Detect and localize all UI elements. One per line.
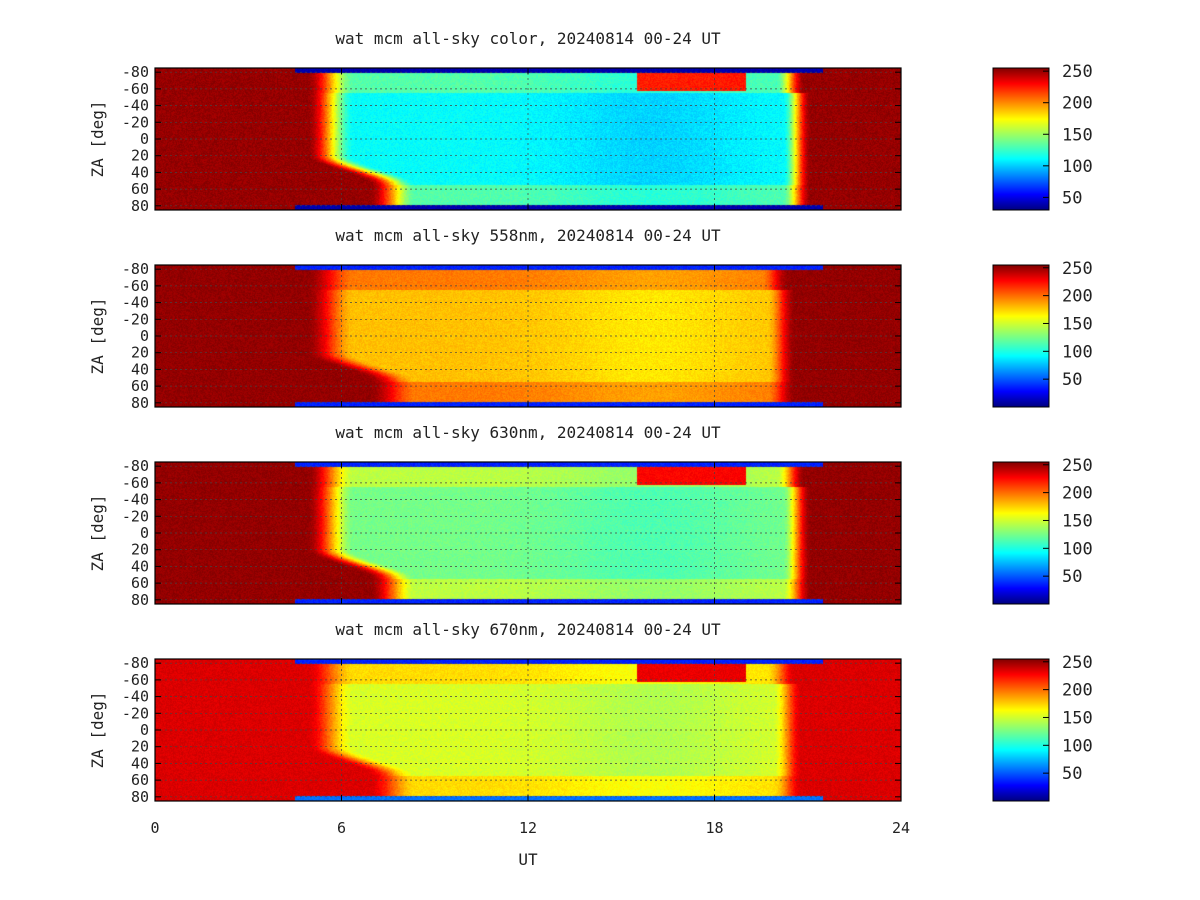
y-tick-label: 0 xyxy=(140,721,149,739)
colorbar-tick-label: 200 xyxy=(1062,484,1093,504)
colorbar-tick-label: 250 xyxy=(1062,259,1093,279)
panel-3-gridlines xyxy=(155,462,901,604)
y-tick-label: -60 xyxy=(122,671,149,689)
y-tick-label: -20 xyxy=(122,310,149,328)
y-tick-label: -20 xyxy=(122,704,149,722)
y-tick-label: 40 xyxy=(131,360,149,378)
x-tick-label: 6 xyxy=(337,819,346,837)
panel-2: wat mcm all-sky 558nm, 20240814 00-24 UT… xyxy=(88,226,1093,412)
panel-3-colorbar-ticks: 50 100 150 200 250 xyxy=(1043,456,1093,587)
panel-4-gridlines xyxy=(155,659,901,801)
y-tick-label: -60 xyxy=(122,277,149,295)
x-tick-label: 24 xyxy=(892,819,910,837)
y-tick-label: -20 xyxy=(122,507,149,525)
y-tick-label: 20 xyxy=(131,541,149,559)
y-tick-label: -40 xyxy=(122,97,149,115)
panel-1-colorbar xyxy=(992,67,1050,211)
panel-1-y-axis-label: ZA [deg] xyxy=(88,100,107,177)
colorbar-tick-label: 200 xyxy=(1062,287,1093,307)
panel-3-title: wat mcm all-sky 630nm, 20240814 00-24 UT xyxy=(335,423,721,442)
y-tick-label: 40 xyxy=(131,557,149,575)
y-tick-label: 0 xyxy=(140,524,149,542)
y-tick-label: 80 xyxy=(131,591,149,609)
panel-2-title: wat mcm all-sky 558nm, 20240814 00-24 UT xyxy=(335,226,721,245)
colorbar-tick-label: 100 xyxy=(1062,157,1093,177)
panel-1-colorbar-ticks: 50 100 150 200 250 xyxy=(1043,62,1093,208)
y-tick-label: 20 xyxy=(131,147,149,165)
y-tick-label: -80 xyxy=(122,63,149,81)
x-tick-label: 18 xyxy=(705,819,723,837)
y-tick-label: -80 xyxy=(122,260,149,278)
y-tick-label: 80 xyxy=(131,197,149,215)
panel-1-title: wat mcm all-sky color, 20240814 00-24 UT xyxy=(335,29,721,48)
x-axis-label: UT xyxy=(518,850,538,869)
y-tick-label: 40 xyxy=(131,163,149,181)
panel-4-y-axis-label: ZA [deg] xyxy=(88,691,107,768)
y-tick-label: -80 xyxy=(122,654,149,672)
y-tick-label: 20 xyxy=(131,738,149,756)
colorbar-tick-label: 50 xyxy=(1062,764,1082,784)
x-tick-label: 0 xyxy=(150,819,159,837)
panel-1: wat mcm all-sky color, 20240814 00-24 UT… xyxy=(88,29,1093,215)
colorbar-tick-label: 50 xyxy=(1062,567,1082,587)
colorbar-tick-label: 50 xyxy=(1062,188,1082,208)
panel-3-colorbar xyxy=(992,461,1050,605)
y-tick-label: 60 xyxy=(131,771,149,789)
panel-2-gridlines xyxy=(155,265,901,407)
y-tick-label: 20 xyxy=(131,344,149,362)
colorbar-tick-label: 150 xyxy=(1062,511,1093,531)
colorbar-tick-label: 100 xyxy=(1062,539,1093,559)
panel-1-gridlines xyxy=(155,68,901,210)
colorbar-tick-label: 250 xyxy=(1062,62,1093,82)
colorbar-tick-label: 150 xyxy=(1062,125,1093,145)
colorbar-tick-label: 200 xyxy=(1062,94,1093,114)
panel-2-colorbar-ticks: 50 100 150 200 250 xyxy=(1043,259,1093,390)
y-tick-label: -40 xyxy=(122,491,149,509)
colorbar-tick-label: 50 xyxy=(1062,370,1082,390)
panel-2-colorbar xyxy=(992,264,1050,408)
colorbar-tick-label: 250 xyxy=(1062,653,1093,673)
colorbar-tick-label: 100 xyxy=(1062,342,1093,362)
y-tick-label: 0 xyxy=(140,130,149,148)
y-tick-label: -40 xyxy=(122,294,149,312)
x-tick-label: 12 xyxy=(519,819,537,837)
colorbar-tick-label: 200 xyxy=(1062,681,1093,701)
x-axis-ticks: 0 6 12 18 24 xyxy=(150,819,910,837)
panel-4-colorbar-ticks: 50 100 150 200 250 xyxy=(1043,653,1093,784)
y-tick-label: -60 xyxy=(122,80,149,98)
y-tick-label: 60 xyxy=(131,377,149,395)
y-tick-label: 40 xyxy=(131,754,149,772)
y-tick-label: 80 xyxy=(131,788,149,806)
y-tick-label: -40 xyxy=(122,688,149,706)
colorbar-tick-label: 100 xyxy=(1062,736,1093,756)
panel-4-title: wat mcm all-sky 670nm, 20240814 00-24 UT xyxy=(335,620,721,639)
y-tick-label: 60 xyxy=(131,180,149,198)
panel-4: wat mcm all-sky 670nm, 20240814 00-24 UT… xyxy=(88,620,1093,806)
y-tick-label: -60 xyxy=(122,474,149,492)
colorbar-tick-label: 250 xyxy=(1062,456,1093,476)
y-tick-label: -20 xyxy=(122,113,149,131)
y-tick-label: 80 xyxy=(131,394,149,412)
colorbar-tick-label: 150 xyxy=(1062,708,1093,728)
colorbar-tick-label: 150 xyxy=(1062,314,1093,334)
panel-3: wat mcm all-sky 630nm, 20240814 00-24 UT… xyxy=(88,423,1093,609)
y-tick-label: 60 xyxy=(131,574,149,592)
panel-4-colorbar xyxy=(992,658,1050,802)
panel-2-y-axis-label: ZA [deg] xyxy=(88,297,107,374)
y-tick-label: -80 xyxy=(122,457,149,475)
y-tick-label: 0 xyxy=(140,327,149,345)
panel-3-y-axis-label: ZA [deg] xyxy=(88,494,107,571)
